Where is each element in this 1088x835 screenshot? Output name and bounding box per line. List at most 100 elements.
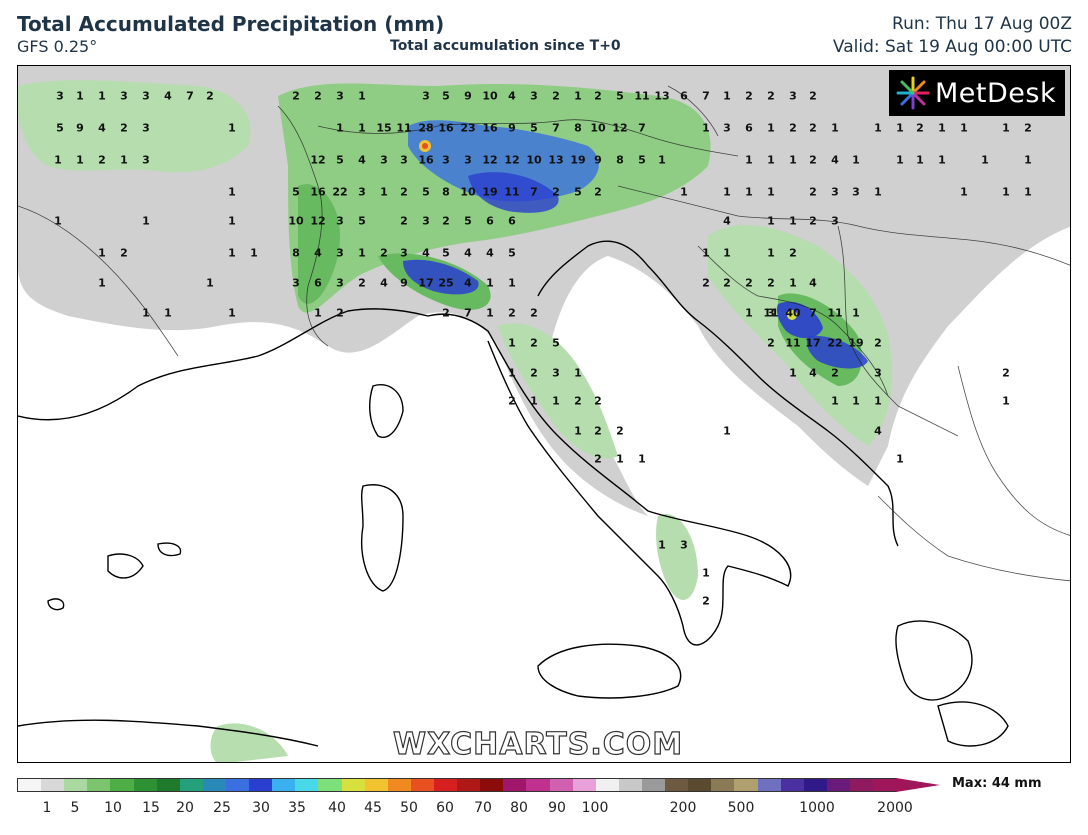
color-scale-tick-label: 10 — [104, 800, 122, 816]
color-scale-tick-label: 50 — [400, 800, 418, 816]
precip-value: 11 — [504, 185, 520, 199]
precip-value: 16 — [418, 153, 434, 167]
precip-value: 7 — [702, 89, 710, 103]
precip-value: 3 — [442, 153, 450, 167]
precip-value: 2 — [400, 185, 408, 199]
precip-value: 4 — [508, 89, 516, 103]
precip-value: 1 — [76, 153, 84, 167]
precip-value: 2 — [98, 153, 106, 167]
precip-value: 10 — [460, 185, 476, 199]
precip-value: 4 — [380, 276, 388, 290]
precip-value: 1 — [336, 121, 344, 135]
precip-value: 1 — [896, 153, 904, 167]
color-scale-swatch — [711, 779, 735, 791]
precip-value: 1 — [767, 185, 775, 199]
precip-value: 1 — [638, 452, 646, 466]
precip-value: 10 — [526, 153, 542, 167]
color-scale-tick-label: 20 — [176, 800, 194, 816]
precip-value: 2 — [916, 121, 924, 135]
precip-value: 2 — [206, 89, 214, 103]
color-scale-swatch — [318, 779, 342, 791]
color-scale-tick-label: 1000 — [799, 800, 835, 816]
precip-value: 6 — [680, 89, 688, 103]
precip-value: 9 — [400, 276, 408, 290]
precip-value: 3 — [464, 153, 472, 167]
precip-value: 10 — [590, 121, 606, 135]
precip-value: 4 — [314, 246, 322, 260]
color-scale-tick-label: 40 — [328, 800, 346, 816]
precip-value: 22 — [332, 185, 348, 199]
precip-value: 3 — [400, 153, 408, 167]
precip-value: 1 — [120, 153, 128, 167]
precip-value: 9 — [594, 153, 602, 167]
color-scale-bar — [17, 778, 897, 792]
precip-value: 3 — [767, 306, 775, 320]
precip-value: 1 — [960, 121, 968, 135]
precip-value: 7 — [464, 306, 472, 320]
color-scale-swatch — [480, 779, 504, 791]
precip-value: 1 — [1002, 185, 1010, 199]
precip-value: 1 — [981, 153, 989, 167]
color-scale-tick-label: 200 — [669, 800, 697, 816]
color-scale-swatch — [364, 779, 388, 791]
precip-value: 1 — [852, 306, 860, 320]
precip-value: 11 — [763, 306, 779, 320]
precip-value: 11 — [785, 336, 801, 350]
precip-value: 1 — [745, 185, 753, 199]
chart-subtitle: Total accumulation since T+0 — [390, 38, 621, 54]
precip-value: 2 — [508, 394, 516, 408]
precip-value: 13 — [548, 153, 564, 167]
color-scale-swatch — [387, 779, 411, 791]
precip-value: 23 — [460, 121, 476, 135]
precip-value: 1 — [98, 276, 106, 290]
precip-value: 2 — [530, 336, 538, 350]
precip-value: 5 — [508, 246, 516, 260]
precip-value: 2 — [594, 424, 602, 438]
precip-value: 17 — [418, 276, 434, 290]
precip-value: 5 — [336, 153, 344, 167]
color-scale-swatch — [179, 779, 203, 791]
precip-value: 3 — [142, 89, 150, 103]
max-label: Max: 44 mm — [952, 776, 1042, 791]
precip-value: 2 — [508, 306, 516, 320]
color-scale-tick-label: 80 — [510, 800, 528, 816]
precip-value: 4 — [164, 89, 172, 103]
color-scale-swatch — [457, 779, 481, 791]
precip-value: 3 — [400, 246, 408, 260]
color-scale-swatch — [503, 779, 527, 791]
precip-value: 2 — [530, 306, 538, 320]
precip-value: 8 — [574, 121, 582, 135]
precip-value: 2 — [745, 276, 753, 290]
color-scale-tick-label: 500 — [727, 800, 755, 816]
precip-value: 2 — [809, 121, 817, 135]
precip-value: 1 — [767, 246, 775, 260]
precip-value: 8 — [292, 246, 300, 260]
precip-value: 15 — [376, 121, 392, 135]
precip-value: 1 — [723, 185, 731, 199]
precip-value: 3 — [336, 246, 344, 260]
precip-value: 12 — [310, 153, 326, 167]
color-scale-swatch — [87, 779, 111, 791]
map-graphic — [18, 66, 1070, 762]
precip-value: 1 — [98, 246, 106, 260]
precip-value: 1 — [938, 153, 946, 167]
precip-value: 4 — [422, 246, 430, 260]
color-scale-tick-label: 25 — [213, 800, 231, 816]
color-scale-swatch — [780, 779, 804, 791]
color-scale-ticks: 1 5 10 15 20 25 30 35 40 45 50 60 70 80 90 100 200 500 100… — [17, 800, 917, 820]
color-scale-swatch — [341, 779, 365, 791]
precip-value: 1 — [228, 246, 236, 260]
precip-value: 19 — [482, 185, 498, 199]
precip-value: 5 — [358, 214, 366, 228]
precip-value: 3 — [789, 89, 797, 103]
color-scale-swatch — [572, 779, 596, 791]
precip-value: 3 — [874, 366, 882, 380]
precip-value: 5 — [638, 153, 646, 167]
precip-value: 2 — [380, 246, 388, 260]
precip-value: 16 — [310, 185, 326, 199]
precip-value: 2 — [442, 306, 450, 320]
precip-value: 1 — [767, 153, 775, 167]
color-scale-tick-label: 90 — [548, 800, 566, 816]
color-scale-swatch — [249, 779, 273, 791]
logo-text: MetDesk — [935, 77, 1057, 109]
